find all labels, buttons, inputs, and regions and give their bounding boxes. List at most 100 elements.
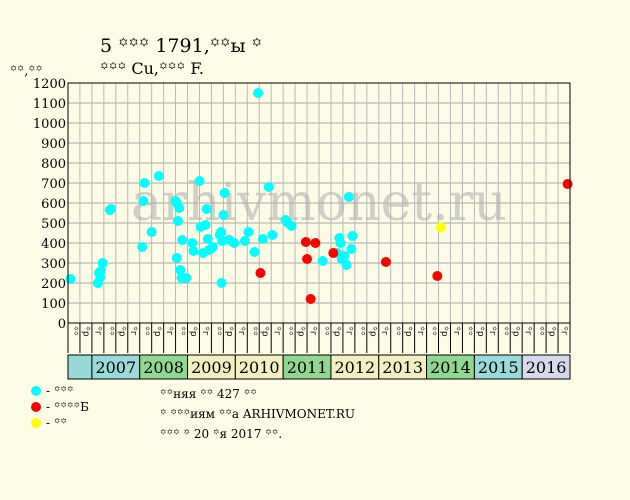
year-label-10: 2016 xyxy=(526,358,567,377)
point-0-11 xyxy=(146,227,157,237)
note-line-3: ꙳꙳꙳ ꙳ 20 ꙳я 2017 ꙳꙳. xyxy=(160,427,283,441)
point-0-17 xyxy=(171,253,182,263)
point-0-8 xyxy=(137,242,148,252)
x-subtick-label-16: ꙳р xyxy=(260,326,270,337)
point-0-22 xyxy=(187,238,198,248)
point-2-0 xyxy=(435,222,446,233)
point-0-39 xyxy=(229,238,240,248)
year-cell-2 xyxy=(139,354,189,380)
point-0-58 xyxy=(346,244,357,254)
x-subtick-label-4: ꙳р xyxy=(116,326,126,337)
x-subtick-label-19: ꙳р xyxy=(296,326,306,337)
year-label-3: 2009 xyxy=(191,358,232,377)
point-0-10 xyxy=(139,178,150,188)
year-cell-0 xyxy=(67,354,93,380)
point-0-21 xyxy=(181,273,192,283)
x-subtick-label-7: ꙳р xyxy=(152,326,162,337)
point-0-45 xyxy=(263,182,274,192)
x-subtick-label-21: ꙳꙳ xyxy=(319,326,329,336)
point-0-31 xyxy=(207,242,218,252)
point-0-46 xyxy=(267,230,278,240)
x-subtick-label-34: ꙳р xyxy=(475,326,485,337)
y-ticks: 0 100 200 300 400 500 600 700 800 900 1000 1100 1200 xyxy=(33,77,66,332)
point-0-56 xyxy=(341,260,352,270)
x-subtick-label-30: ꙳꙳ xyxy=(427,326,437,336)
x-subtick-label-9: ꙳꙳ xyxy=(176,326,186,336)
point-1-3 xyxy=(305,294,316,304)
x-subtick-label-6: ꙳꙳ xyxy=(140,326,150,336)
note-line-1: ꙳꙳няя ꙳꙳ 427 ꙳꙳ xyxy=(160,387,257,401)
x-subtick-label-14: ꙳г xyxy=(236,326,246,336)
point-0-43 xyxy=(253,88,264,98)
x-subtick-label-27: ꙳꙳ xyxy=(391,326,401,336)
chart-subtitle: ꙳꙳꙳ Cu,꙳꙳꙳ F. xyxy=(100,59,205,78)
point-1-1 xyxy=(300,237,311,247)
year-cell-9 xyxy=(473,354,523,380)
legend-marker-2 xyxy=(31,418,41,428)
year-label-5: 2011 xyxy=(287,358,328,377)
y-tick-label-5: 500 xyxy=(41,217,66,232)
x-subtick-label-32: ꙳г xyxy=(451,326,461,336)
point-0-27 xyxy=(200,220,211,230)
x-subtick-label-33: ꙳꙳ xyxy=(463,326,473,336)
year-band: 2007 2008 2009 2010 2011 2012 2013 2014 2015 2016 xyxy=(67,354,571,380)
legend-label-0: - ꙳꙳꙳ xyxy=(46,384,74,398)
watermark: arhivmonet.ru xyxy=(131,173,507,233)
y-tick-label-10: 1000 xyxy=(33,117,66,132)
x-subtick-label-29: ꙳г xyxy=(415,326,425,336)
x-subticks: ꙳꙳ ꙳р ꙳г ꙳꙳ ꙳р ꙳г ꙳꙳ ꙳р ꙳г ꙳꙳ ꙳р ꙳г ꙳꙳ ꙳р ꙳г ꙳꙳ ꙳р ꙳г ꙳꙳ ꙳р… xyxy=(67,323,571,353)
y-axis-unit: ꙳꙳,꙳꙳ xyxy=(10,64,43,79)
x-subtick-label-13: ꙳р xyxy=(224,326,234,337)
year-cell-7 xyxy=(378,354,428,380)
x-subtick-label-10: ꙳р xyxy=(188,326,198,337)
x-subtick-label-20: ꙳г xyxy=(308,326,318,336)
x-subtick-label-22: ꙳р xyxy=(331,326,341,337)
plot-border xyxy=(67,82,571,324)
point-0-29 xyxy=(202,234,213,244)
point-1-6 xyxy=(380,257,391,267)
point-0-53 xyxy=(335,238,346,248)
x-subtick-label-23: ꙳г xyxy=(343,326,353,336)
point-0-28 xyxy=(201,204,212,214)
point-0-24 xyxy=(194,176,205,186)
x-subtick-label-39: ꙳꙳ xyxy=(535,326,545,336)
x-subtick-label-18: ꙳꙳ xyxy=(284,326,294,336)
point-0-59 xyxy=(347,231,358,241)
year-label-9: 2015 xyxy=(478,358,519,377)
point-0-16 xyxy=(174,203,185,213)
x-subtick-label-36: ꙳꙳ xyxy=(499,326,509,336)
point-0-40 xyxy=(239,236,250,246)
x-subtick-label-1: ꙳р xyxy=(80,326,90,337)
point-0-34 xyxy=(216,278,227,288)
y-tick-label-6: 600 xyxy=(41,197,66,212)
legend-label-2: - ꙳꙳ xyxy=(46,416,67,430)
chart-title: 5 ꙳꙳꙳ 1791,꙳꙳ы ꙳ xyxy=(100,35,263,57)
x-subtick-label-2: ꙳г xyxy=(92,326,102,336)
point-0-15 xyxy=(172,216,183,226)
y-tick-label-12: 1200 xyxy=(33,77,66,92)
year-label-1: 2007 xyxy=(95,358,136,377)
y-tick-label-1: 100 xyxy=(41,297,66,312)
x-subtick-label-31: ꙳р xyxy=(439,326,449,337)
year-cell-10 xyxy=(521,354,571,380)
point-0-41 xyxy=(243,227,254,237)
year-label-7: 2013 xyxy=(382,358,423,377)
y-tick-label-7: 700 xyxy=(41,177,66,192)
point-0-33 xyxy=(215,227,226,237)
point-0-18 xyxy=(175,265,186,275)
data-points xyxy=(65,88,573,304)
year-cell-6 xyxy=(330,354,380,380)
note-line-2: ꙳ ꙳꙳꙳иям ꙳꙳а ARHIVMONET.RU xyxy=(160,407,356,421)
point-0-36 xyxy=(218,210,229,220)
year-label-4: 2010 xyxy=(239,358,280,377)
y-tick-label-11: 1100 xyxy=(33,97,66,112)
y-tick-label-0: 0 xyxy=(58,317,66,332)
year-cell-5 xyxy=(282,354,332,380)
year-cell-1 xyxy=(91,354,141,380)
point-0-0 xyxy=(65,274,76,284)
point-0-20 xyxy=(177,235,188,245)
x-subtick-label-28: ꙳р xyxy=(403,326,413,337)
x-subtick-label-38: ꙳г xyxy=(523,326,533,336)
point-1-8 xyxy=(562,179,573,189)
